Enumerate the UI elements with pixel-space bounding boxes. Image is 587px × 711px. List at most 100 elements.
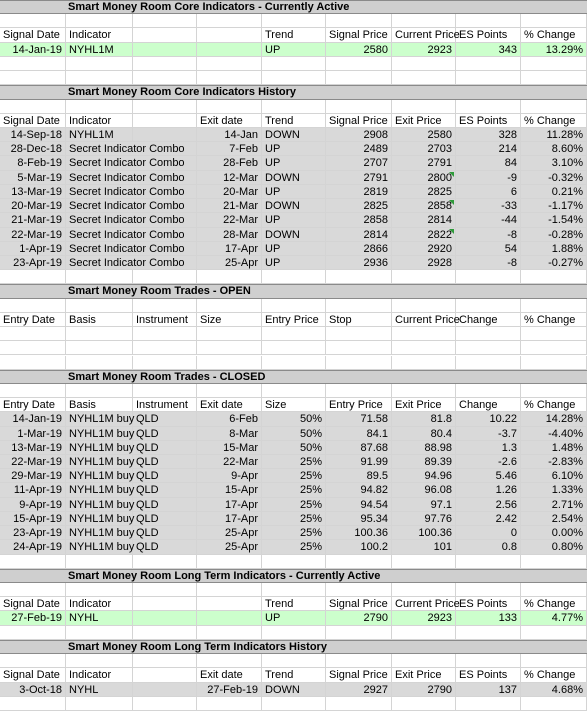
data-cell: Secret Indicator Combo bbox=[69, 228, 185, 241]
cell bbox=[326, 554, 392, 569]
row bbox=[0, 654, 587, 669]
column-header: Entry Price bbox=[262, 312, 326, 328]
cell bbox=[66, 298, 133, 313]
data-row: 20-Mar-19 Secret Indicator Combo 21-Mar DOW… bbox=[0, 199, 587, 214]
data-cell: 100.36 bbox=[392, 526, 456, 541]
data-cell: 10.22 bbox=[456, 412, 521, 427]
data-cell: 137 bbox=[456, 682, 521, 697]
cell bbox=[392, 654, 456, 669]
cell bbox=[197, 270, 262, 285]
cell bbox=[66, 71, 133, 86]
data-cell: 20-Mar bbox=[197, 184, 262, 200]
section-title-bar: Smart Money Room Long Term Indicators Hi… bbox=[0, 639, 587, 655]
data-cell: QLD bbox=[133, 440, 197, 456]
data-cell: 133 bbox=[456, 611, 521, 626]
cell bbox=[392, 355, 456, 370]
data-cell: QLD bbox=[133, 540, 197, 555]
data-cell: 22-Mar bbox=[197, 455, 262, 470]
column-header: Exit Price bbox=[392, 668, 456, 683]
data-cell: 14-Jan bbox=[197, 127, 262, 143]
cell bbox=[66, 554, 133, 569]
row bbox=[0, 554, 587, 569]
data-cell: -0.28% bbox=[521, 227, 587, 242]
data-cell: 27-Feb-19 bbox=[197, 682, 262, 697]
data-cell: -2.6 bbox=[456, 455, 521, 470]
cell bbox=[392, 298, 456, 313]
data-cell: NYHL1M buy bbox=[66, 440, 134, 456]
cell bbox=[521, 56, 587, 72]
column-header: Signal Date bbox=[0, 28, 66, 43]
data-cell: DOWN bbox=[262, 170, 326, 185]
cell bbox=[197, 28, 262, 43]
cell bbox=[133, 554, 197, 569]
section-title: Smart Money Room Long Term Indicators - … bbox=[68, 569, 381, 582]
data-cell: 1.48% bbox=[521, 440, 587, 456]
column-header: Exit date bbox=[197, 668, 262, 683]
cell bbox=[326, 86, 392, 100]
cell bbox=[197, 341, 262, 356]
column-header: Instrument bbox=[133, 398, 197, 413]
cell bbox=[326, 625, 392, 640]
cell bbox=[456, 625, 521, 640]
section-title: Smart Money Room Core Indicators - Curre… bbox=[68, 1, 350, 13]
cell bbox=[0, 270, 66, 285]
cell bbox=[0, 327, 66, 342]
data-cell: 23-Apr-19 bbox=[0, 526, 66, 541]
data-cell: 17-Apr bbox=[197, 511, 262, 527]
data-cell: 8.60% bbox=[521, 142, 587, 157]
data-cell: -33 bbox=[456, 199, 521, 214]
data-cell: 8-Mar bbox=[197, 426, 262, 441]
data-cell: 7-Feb bbox=[197, 142, 262, 157]
row bbox=[0, 583, 587, 598]
header-row: Signal Date Indicator Trend Signal Price Cur… bbox=[0, 28, 587, 43]
column-header: Current Price bbox=[392, 28, 460, 43]
cell bbox=[262, 355, 326, 370]
cell bbox=[326, 99, 392, 114]
cell bbox=[133, 654, 197, 669]
column-header: Signal Date bbox=[0, 668, 66, 683]
data-cell: 13-Mar-19 bbox=[0, 440, 66, 456]
cell bbox=[66, 327, 133, 342]
data-cell: Secret Indicator Combo bbox=[69, 200, 185, 213]
data-cell: 2936 bbox=[326, 255, 392, 271]
data-cell: 1.33% bbox=[521, 483, 587, 498]
data-cell: 2489 bbox=[326, 142, 392, 157]
data-cell: 15-Mar bbox=[197, 440, 262, 456]
data-cell: NYHL1M bbox=[66, 127, 133, 143]
data-cell: 2819 bbox=[326, 184, 392, 200]
data-cell: 2927 bbox=[326, 682, 392, 697]
cell bbox=[197, 298, 262, 313]
cell bbox=[0, 554, 66, 569]
data-cell: 214 bbox=[456, 142, 521, 157]
cell bbox=[0, 71, 66, 86]
data-cell: -0.27% bbox=[521, 255, 587, 271]
cell bbox=[66, 696, 133, 711]
cell bbox=[0, 99, 66, 114]
data-cell: 89.5 bbox=[326, 469, 392, 484]
data-row: 27-Feb-19 NYHL UP 2790 2923 133 4.77% bbox=[0, 611, 587, 626]
cell bbox=[326, 270, 392, 285]
cell bbox=[456, 86, 521, 100]
column-header: Exit Price bbox=[392, 398, 456, 413]
data-cell: NYHL1M buy bbox=[66, 497, 134, 512]
cell bbox=[326, 696, 392, 711]
data-cell: 101 bbox=[392, 540, 456, 555]
data-cell: 15-Apr bbox=[197, 483, 262, 498]
data-cell: 6.10% bbox=[521, 469, 587, 484]
data-cell: NYHL1M buy bbox=[66, 412, 134, 427]
data-cell: 2.42 bbox=[456, 511, 521, 527]
cell bbox=[197, 14, 262, 29]
column-header: Indicator bbox=[66, 668, 133, 683]
data-row: 23-Apr-19 Secret Indicator Combo 25-Apr UP 2… bbox=[0, 255, 587, 271]
data-cell: 94.54 bbox=[326, 497, 392, 512]
section-title-bar: Smart Money Room Trades - CLOSED bbox=[0, 369, 587, 384]
data-cell: UP bbox=[262, 184, 326, 200]
data-cell: -4.40% bbox=[521, 426, 587, 441]
data-cell: Secret Indicator Combo bbox=[69, 242, 185, 255]
row bbox=[0, 298, 587, 313]
data-cell: 25% bbox=[262, 526, 326, 541]
cell bbox=[326, 285, 392, 299]
data-cell: 13.29% bbox=[521, 42, 587, 57]
data-cell: NYHL1M buy bbox=[66, 469, 134, 484]
cell bbox=[456, 99, 521, 114]
